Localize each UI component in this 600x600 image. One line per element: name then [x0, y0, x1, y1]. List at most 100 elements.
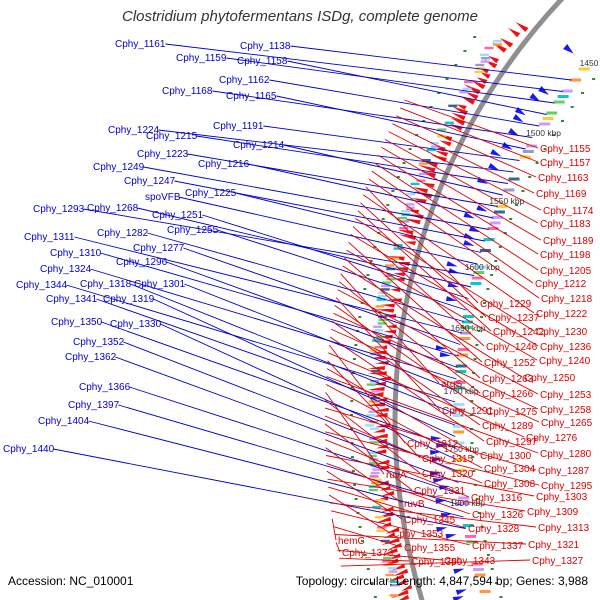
feature-stripe — [455, 469, 467, 472]
feature-stripe — [474, 265, 486, 269]
left-gene-label: Cphy_1362 — [65, 352, 117, 363]
reverse-cds-arrow — [373, 428, 385, 433]
feature-stripe — [405, 203, 415, 206]
reverse-cds-arrow — [386, 574, 405, 583]
feature-stripe — [453, 430, 465, 434]
tick-dot — [570, 106, 574, 108]
left-gene-label: Cphy_1251 — [152, 210, 204, 221]
reverse-cds-arrow — [450, 117, 466, 126]
feature-stripe — [473, 568, 485, 571]
feature-stripe — [369, 475, 379, 478]
left-leader-line — [115, 356, 459, 483]
reverse-cds-arrow — [464, 91, 479, 100]
right-gene-label: Cphy_1312 — [407, 439, 459, 450]
left-gene-label: Cphy_1296 — [116, 257, 168, 268]
feature-stripe — [426, 148, 436, 152]
left-leader-line — [130, 283, 456, 414]
reverse-cds-arrow — [392, 568, 409, 577]
forward-cds-arrow — [463, 212, 475, 219]
feature-stripe — [476, 67, 486, 70]
right-leader-line — [333, 312, 539, 410]
feature-stripe — [553, 100, 565, 104]
forward-cds-arrow — [439, 352, 451, 357]
right-gene-label: Cphy_1326 — [472, 510, 524, 521]
right-gene-label: Cphy_1205 — [540, 266, 592, 277]
left-gene-label: Cphy_1162 — [219, 75, 270, 86]
feature-stripe — [370, 397, 380, 400]
tick-dot — [354, 344, 358, 346]
left-leader-line — [88, 420, 464, 518]
forward-cds-arrow — [508, 128, 520, 137]
forward-cds-arrow — [529, 93, 541, 102]
right-gene-label: Cphy_1263 — [482, 374, 534, 385]
feature-stripe — [437, 135, 447, 138]
forward-cds-arrow — [476, 205, 488, 212]
right-gene-label: Cphy_1253 — [540, 390, 592, 401]
feature-stripe — [569, 78, 581, 82]
right-gene-label: Cphy_1229 — [480, 299, 532, 310]
right-gene-label: Cphy_1230 — [536, 327, 588, 338]
tick-dot — [475, 498, 479, 500]
right-gene-label: Cphy_1212 — [535, 279, 587, 290]
reverse-cds-arrow — [434, 150, 449, 157]
tick-dot — [473, 36, 477, 38]
left-leader-line — [53, 448, 466, 529]
feature-stripe — [462, 87, 472, 90]
feature-stripe — [373, 325, 383, 328]
feature-stripe — [383, 556, 393, 560]
forward-cds-arrow — [463, 240, 475, 246]
feature-stripe — [372, 339, 382, 342]
tick-dot — [463, 50, 467, 52]
right-leader-line — [355, 218, 535, 332]
feature-stripe — [366, 414, 376, 417]
reverse-cds-arrow — [394, 267, 409, 272]
tick-dot — [480, 316, 484, 318]
feature-stripe — [406, 193, 416, 196]
left-leader-line — [283, 144, 503, 196]
tick-dot — [366, 274, 370, 276]
left-leader-line — [174, 180, 485, 242]
right-leader-line — [335, 297, 441, 411]
left-gene-label: Cphy_1249 — [93, 162, 145, 173]
feature-stripe — [470, 282, 482, 285]
feature-stripe — [372, 468, 382, 471]
accession-label: Accession: NC_010001 — [8, 574, 134, 588]
left-leader-line — [160, 323, 457, 460]
right-gene-label: Cphy_1295 — [541, 481, 593, 492]
left-gene-label: Cphy_1165 — [226, 91, 277, 102]
right-gene-label: ruvB — [404, 499, 425, 510]
forward-cds-arrow — [433, 478, 445, 483]
feature-stripe — [473, 271, 485, 274]
right-gene-label: Cphy_1309 — [527, 507, 579, 518]
feature-stripe — [546, 111, 558, 115]
feature-stripe — [448, 104, 458, 107]
right-leader-line — [329, 502, 537, 528]
feature-stripe — [464, 80, 474, 84]
feature-stripe — [368, 410, 378, 413]
tick-dot — [499, 596, 503, 598]
reverse-cds-arrow — [456, 104, 467, 110]
right-gene-label: Cphy_1174 — [543, 206, 594, 217]
reverse-cds-arrow — [480, 72, 491, 79]
reverse-cds-arrow — [430, 154, 447, 162]
left-leader-line — [276, 95, 526, 150]
feature-stripe — [453, 441, 465, 445]
left-leader-line — [183, 247, 461, 345]
feature-stripe — [457, 348, 469, 351]
reverse-cds-arrow — [383, 314, 397, 318]
feature-stripe — [366, 383, 376, 386]
reverse-cds-arrow — [403, 218, 421, 225]
feature-stripe — [429, 142, 439, 145]
right-leader-line — [360, 202, 487, 318]
forward-cds-arrow — [452, 596, 464, 600]
right-leader-line — [381, 147, 542, 241]
right-gene-label: Cphy_1189 — [543, 236, 594, 247]
left-leader-line — [165, 43, 563, 92]
left-leader-line — [269, 79, 540, 127]
kbp-tick-label: 1700 kbp — [444, 386, 479, 396]
tick-dot — [454, 64, 458, 66]
forward-cds-arrow — [436, 527, 448, 532]
feature-stripe — [479, 53, 489, 56]
right-gene-label: Cphy_1280 — [540, 449, 592, 460]
right-gene-label: Cphy_1163 — [538, 173, 589, 184]
